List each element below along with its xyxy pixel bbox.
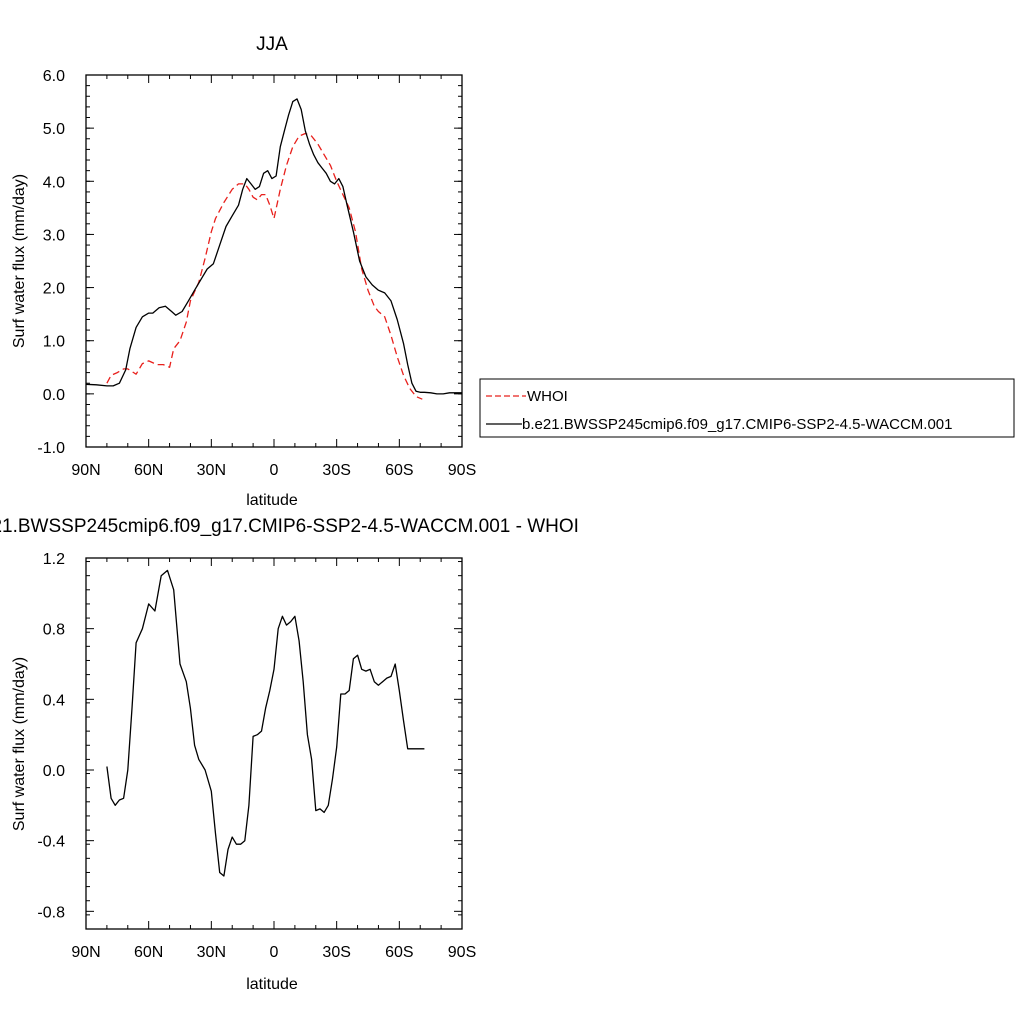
x-tick-label: 90S	[448, 462, 476, 479]
bottom-axis-ticks: 90N 60N 30N 0 30S 60S 90S -0.8 -0.4 0.0 0.4 0.8 1.2	[37, 551, 476, 961]
top-x-axis-title: latitude	[246, 492, 298, 509]
y-tick-label: -1.0	[37, 440, 65, 457]
legend-box	[479, 378, 1015, 438]
y-tick-label: 0.8	[43, 622, 65, 639]
legend-label-whoi: WHOI	[527, 388, 568, 405]
x-tick-label: 60S	[385, 462, 413, 479]
legend-label-model: b.e21.BWSSP245cmip6.f09_g17.CMIP6-SSP2-4…	[522, 416, 952, 433]
y-tick-label: -0.4	[37, 834, 65, 851]
x-tick-label: 0	[270, 944, 279, 961]
top-plot-frame	[85, 74, 463, 448]
x-tick-label: 60N	[134, 462, 163, 479]
y-tick-label: 5.0	[43, 121, 65, 138]
x-tick-label: 90N	[71, 944, 100, 961]
y-tick-label: 0.0	[43, 763, 65, 780]
y-tick-label: 2.0	[43, 281, 65, 298]
y-tick-label: 4.0	[43, 174, 65, 191]
bottom-series-group	[106, 569, 425, 877]
series-line-model	[85, 98, 462, 395]
x-tick-label: 30N	[197, 462, 226, 479]
top-y-axis-title: Surf water flux (mm/day)	[11, 174, 28, 348]
x-tick-label: 90N	[71, 462, 100, 479]
x-tick-label: 60S	[385, 944, 413, 961]
legend: WHOI b.e21.BWSSP245cmip6.f09_g17.CMIP6-S…	[479, 378, 1015, 438]
bottom-plot-title: b.e21.BWSSP245cmip6.f09_g17.CMIP6-SSP2-4…	[0, 516, 579, 537]
top-axis-ticks: 90N 60N 30N 0 30S 60S 90S -1.0 0.0 1.0 2.0 3.0 4.0 5.…	[37, 68, 476, 479]
x-tick-label: 60N	[134, 944, 163, 961]
y-tick-label: -0.8	[37, 904, 65, 921]
x-tick-label: 30N	[197, 944, 226, 961]
y-tick-label: 3.0	[43, 227, 65, 244]
x-tick-label: 30S	[322, 462, 350, 479]
top-series-group	[85, 98, 462, 400]
bottom-y-axis-title: Surf water flux (mm/day)	[11, 657, 28, 831]
bottom-plot-frame	[85, 557, 463, 930]
top-plot-title: JJA	[256, 34, 288, 55]
series-line-whoi	[106, 132, 423, 400]
x-tick-label: 0	[270, 462, 279, 479]
y-tick-label: 0.4	[43, 692, 65, 709]
top-panel: JJA 90N 60N 30N 0 30S 60S 90S -1.0 0.0 1.0 2.0 3.0 4…	[11, 34, 476, 509]
bottom-panel: b.e21.BWSSP245cmip6.f09_g17.CMIP6-SSP2-4…	[0, 516, 579, 993]
y-tick-label: 1.0	[43, 334, 65, 351]
y-tick-label: 1.2	[43, 551, 65, 568]
bottom-x-axis-title: latitude	[246, 976, 298, 993]
y-tick-label: 6.0	[43, 68, 65, 85]
x-tick-label: 30S	[322, 944, 350, 961]
series-line-difference	[106, 569, 425, 877]
y-tick-label: 0.0	[43, 387, 65, 404]
x-tick-label: 90S	[448, 944, 476, 961]
